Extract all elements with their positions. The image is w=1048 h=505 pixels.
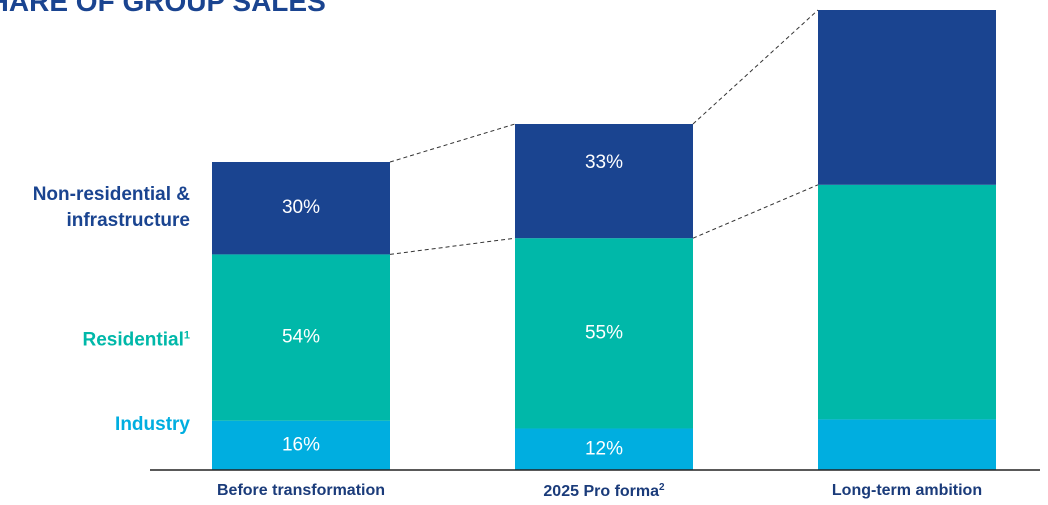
footnote-mark: 1 [183, 329, 190, 342]
legend-label: Non-residential & infrastructure [0, 182, 190, 234]
category-name: Long-term ambition [831, 482, 983, 499]
category-name: Before transformation [216, 482, 386, 499]
value-label: 54% [282, 327, 320, 348]
bar-segment [515, 428, 693, 470]
category-name: 2025 Pro forma [543, 483, 660, 500]
value-label: 12% [585, 438, 623, 459]
chart-title: SHARE OF GROUP SALES [0, 0, 326, 17]
x-tick-label: 2025 Pro forma2 [474, 482, 734, 501]
bar-segment [515, 124, 693, 239]
bar-segment [212, 162, 390, 255]
series-name: Industry [115, 414, 190, 436]
legend-label: Residential1 [0, 322, 191, 353]
bar-segment [212, 254, 390, 421]
series-name: Non-residential & infrastructure [32, 184, 190, 232]
legend-label: Industry [0, 412, 190, 438]
series-name: Residential [82, 329, 184, 351]
bar-segment [818, 184, 996, 420]
bar-segment [212, 420, 390, 470]
value-label: 30% [282, 197, 320, 218]
value-label: 33% [585, 152, 623, 173]
bar-segment [515, 238, 693, 429]
value-label: 16% [282, 434, 320, 455]
value-label: 55% [585, 322, 623, 343]
connector [389, 123, 516, 163]
connector [692, 9, 819, 125]
connector [389, 237, 516, 255]
x-tick-label: Before transformation [171, 482, 431, 500]
bar-segment [818, 419, 996, 470]
bar-segment [818, 10, 996, 185]
footnote-mark: 2 [659, 482, 665, 493]
x-tick-label: Long-term ambition [777, 482, 1037, 500]
connector [692, 184, 819, 239]
